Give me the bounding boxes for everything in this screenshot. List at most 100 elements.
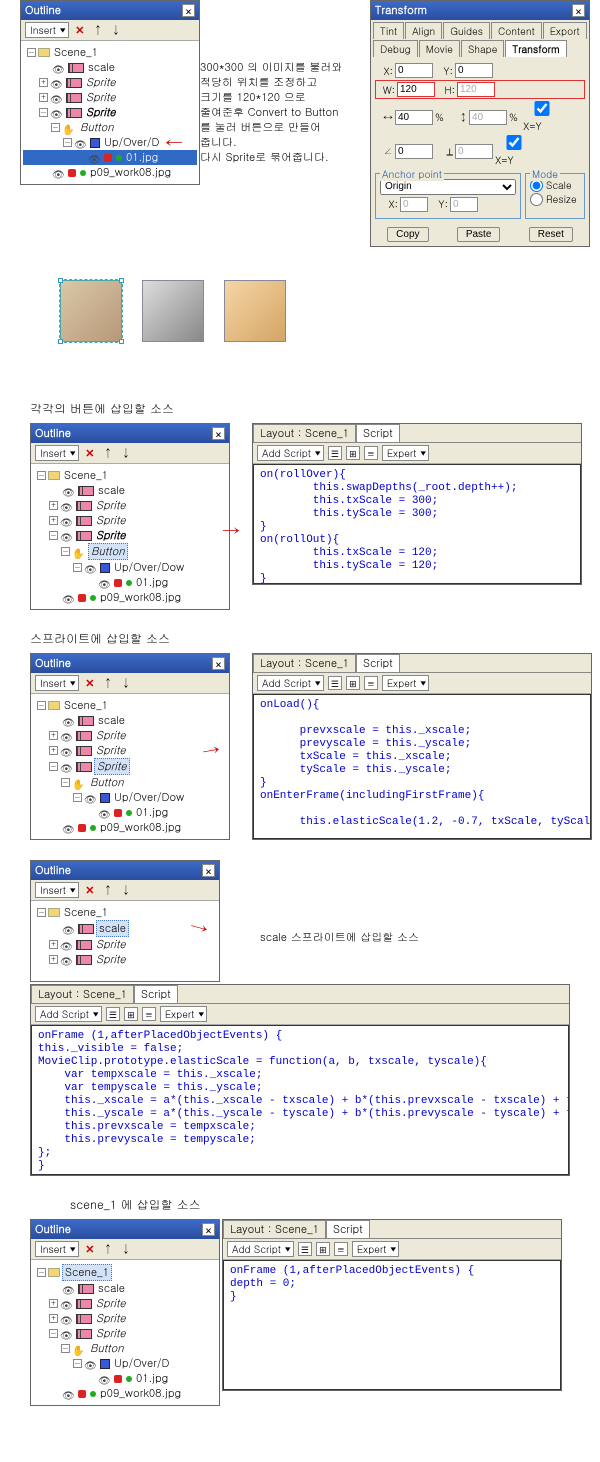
tab-script[interactable]: Script — [326, 1220, 370, 1238]
tree-row[interactable]: +👁Sprite — [23, 75, 197, 90]
expand-icon[interactable]: − — [73, 563, 82, 572]
thumb-3[interactable] — [224, 280, 286, 342]
expand-icon[interactable]: + — [49, 731, 58, 740]
down-icon[interactable]: ↓ — [109, 23, 123, 37]
tree-row[interactable]: −👁Up/Over/Dow — [33, 790, 227, 805]
tree-row[interactable]: −Scene_1 — [33, 468, 227, 483]
delete-icon[interactable]: ✕ — [83, 676, 97, 690]
tab-tint[interactable]: Tint — [373, 22, 404, 39]
script-body-5[interactable]: onFrame (1,afterPlacedObjectEvents) { de… — [223, 1260, 561, 1390]
expand-icon[interactable]: − — [49, 762, 58, 771]
tree-row[interactable]: −Scene_1 — [33, 1264, 217, 1281]
ax-input[interactable] — [400, 197, 428, 212]
script-icon-3[interactable]: ≡ — [142, 1007, 156, 1021]
tree-row[interactable]: 👁scale — [33, 483, 227, 498]
script-body-2[interactable]: on(rollOver){ this.swapDepths(_root.dept… — [253, 464, 581, 584]
tab-debug[interactable]: Debug — [373, 40, 418, 57]
tree-row[interactable]: +👁Sprite — [33, 743, 227, 758]
ang2-input[interactable] — [455, 144, 493, 159]
tree-row[interactable]: +👁Sprite — [33, 952, 217, 967]
expand-icon[interactable]: + — [49, 501, 58, 510]
expand-icon[interactable]: + — [49, 1314, 58, 1323]
script-body-3[interactable]: onLoad(){ prevxscale = this._xscale; pre… — [253, 694, 591, 839]
add-script-dropdown[interactable]: Add Script — [227, 1241, 294, 1257]
tree-row[interactable]: +👁Sprite — [23, 90, 197, 105]
tab-content[interactable]: Content — [491, 22, 542, 39]
tree-row[interactable]: 👁scale — [33, 713, 227, 728]
script-icon-2[interactable]: ⊞ — [124, 1007, 138, 1021]
tree-row[interactable]: 👁01.jpg — [33, 805, 227, 820]
y-input[interactable] — [455, 63, 493, 78]
xy-check-2[interactable]: X=Y — [495, 135, 513, 167]
paste-button[interactable]: Paste — [457, 227, 501, 242]
close-icon[interactable]: × — [202, 864, 215, 877]
up-icon[interactable]: ↑ — [91, 23, 105, 37]
tree-row[interactable]: −✋Button — [33, 1341, 217, 1356]
script-icon-3[interactable]: ≡ — [334, 1242, 348, 1256]
script-icon-2[interactable]: ⊞ — [346, 676, 360, 690]
tab-export[interactable]: Export — [543, 22, 587, 39]
expert-dropdown[interactable]: Expert — [352, 1241, 399, 1257]
insert-dropdown[interactable]: Insert — [35, 882, 79, 898]
tab-shape[interactable]: Shape — [461, 40, 504, 57]
tree-row[interactable]: −✋Button — [33, 543, 227, 560]
down-icon[interactable]: ↓ — [119, 676, 133, 690]
expand-icon[interactable]: − — [63, 138, 72, 147]
tree-row[interactable]: 👁01.jpg — [33, 575, 227, 590]
tree-row[interactable]: −👁Sprite — [23, 105, 197, 120]
tab-script[interactable]: Script — [134, 985, 178, 1003]
delete-icon[interactable]: ✕ — [83, 1242, 97, 1256]
expand-icon[interactable]: − — [49, 1329, 58, 1338]
thumb-1[interactable] — [60, 280, 122, 342]
close-icon[interactable]: × — [202, 1223, 215, 1236]
tab-transform[interactable]: Transform — [505, 40, 566, 57]
expand-icon[interactable]: + — [49, 940, 58, 949]
close-icon[interactable]: × — [212, 427, 225, 440]
tab-layout[interactable]: Layout : Scene_1 — [253, 424, 356, 442]
script-icon-1[interactable]: ☰ — [328, 446, 342, 460]
tree-row[interactable]: 👁p09_work08.jpg — [33, 820, 227, 835]
close-icon[interactable]: × — [212, 657, 225, 670]
delete-icon[interactable]: ✕ — [83, 883, 97, 897]
close-icon[interactable]: × — [182, 4, 195, 17]
expand-icon[interactable]: − — [49, 531, 58, 540]
tab-align[interactable]: Align — [405, 22, 442, 39]
ay-input[interactable] — [450, 197, 478, 212]
tab-layout[interactable]: Layout : Scene_1 — [31, 985, 134, 1003]
thumb-2[interactable] — [142, 280, 204, 342]
w-input[interactable] — [397, 82, 435, 97]
expand-icon[interactable]: + — [39, 93, 48, 102]
tree-row[interactable]: 👁01.jpg — [33, 1371, 217, 1386]
add-script-dropdown[interactable]: Add Script — [35, 1006, 102, 1022]
tab-layout[interactable]: Layout : Scene_1 — [223, 1220, 326, 1238]
script-icon-1[interactable]: ☰ — [106, 1007, 120, 1021]
expand-icon[interactable]: + — [49, 1299, 58, 1308]
tree-row[interactable]: 👁scale — [33, 1281, 217, 1296]
mode-resize-radio[interactable]: Resize — [530, 192, 580, 206]
down-icon[interactable]: ↓ — [119, 446, 133, 460]
expand-icon[interactable]: − — [51, 123, 60, 132]
tree-row[interactable]: +👁Sprite — [33, 937, 217, 952]
tree-row[interactable]: 👁p09_work08.jpg — [33, 1386, 217, 1401]
expand-icon[interactable]: − — [73, 1359, 82, 1368]
reset-button[interactable]: Reset — [529, 227, 573, 242]
script-icon-1[interactable]: ☰ — [328, 676, 342, 690]
script-icon-3[interactable]: ≡ — [364, 446, 378, 460]
expand-icon[interactable]: − — [73, 793, 82, 802]
ang1-input[interactable] — [395, 144, 433, 159]
h-input[interactable] — [457, 82, 495, 97]
expand-icon[interactable]: + — [39, 78, 48, 87]
expand-icon[interactable]: − — [37, 471, 46, 480]
tree-row[interactable]: +👁Sprite — [33, 513, 227, 528]
expand-icon[interactable]: − — [37, 701, 46, 710]
script-icon-1[interactable]: ☰ — [298, 1242, 312, 1256]
tree-row[interactable]: +👁Sprite — [33, 1311, 217, 1326]
expand-icon[interactable]: − — [27, 48, 36, 57]
x-input[interactable] — [395, 63, 433, 78]
expert-dropdown[interactable]: Expert — [382, 675, 429, 691]
expert-dropdown[interactable]: Expert — [160, 1006, 207, 1022]
tree-row[interactable]: −Scene_1 — [23, 45, 197, 60]
script-icon-2[interactable]: ⊞ — [316, 1242, 330, 1256]
expand-icon[interactable]: − — [37, 1268, 46, 1277]
tree-row[interactable]: −Scene_1 — [33, 905, 217, 920]
